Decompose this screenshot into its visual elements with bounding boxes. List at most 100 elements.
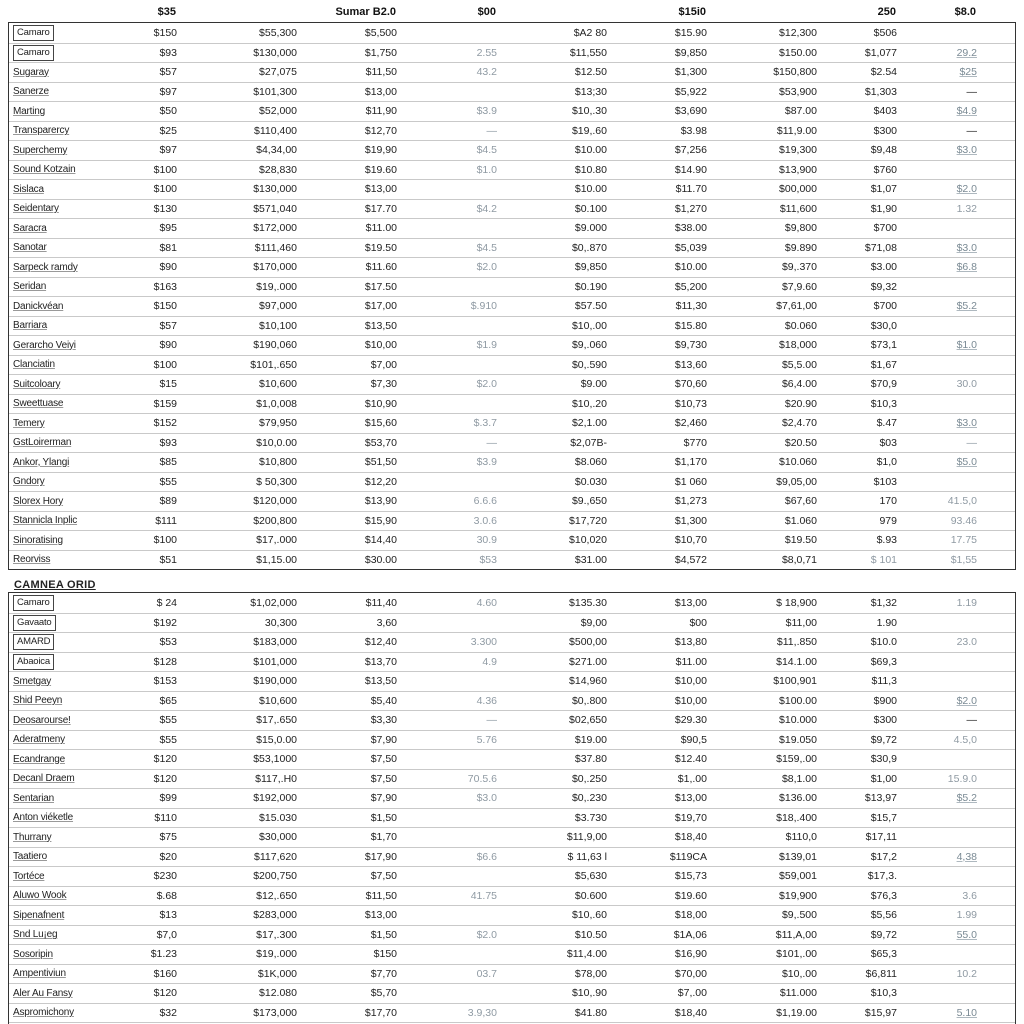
table-row: Sanotar$81$111,460$19.50$4.5$0,.870$5,03… bbox=[9, 238, 1015, 258]
row-value: $110,0 bbox=[713, 831, 823, 843]
boxed-label: Camaro bbox=[13, 45, 54, 61]
row-value: 1.32 bbox=[903, 203, 983, 215]
row-value: $99 bbox=[123, 792, 183, 804]
row-value: $120,000 bbox=[183, 495, 303, 507]
row-value: 4.36 bbox=[403, 695, 503, 707]
row-value: $97 bbox=[123, 86, 183, 98]
row-value: $13,00 bbox=[303, 86, 403, 98]
row-value: $76,3 bbox=[823, 890, 903, 902]
row-value: $9,730 bbox=[613, 339, 713, 351]
row-name: Tortéce bbox=[9, 871, 123, 882]
row-value: $19,900 bbox=[713, 890, 823, 902]
row-value: $103 bbox=[823, 476, 903, 488]
row-value: $3.98 bbox=[613, 125, 713, 137]
row-value: $14,960 bbox=[503, 675, 613, 687]
row-value: $17.70 bbox=[303, 203, 403, 215]
row-value: $101,300 bbox=[183, 86, 303, 98]
row-value: $ 11,63 l bbox=[503, 851, 613, 863]
row-value: 4.9 bbox=[403, 656, 503, 668]
row-value: 3.300 bbox=[403, 636, 503, 648]
row-value: $12.080 bbox=[183, 987, 303, 999]
row-value: $0,.590 bbox=[503, 359, 613, 371]
row-value: 30,300 bbox=[183, 617, 303, 629]
boxed-label: AMARD bbox=[13, 634, 54, 650]
row-value: 2.55 bbox=[403, 47, 503, 59]
row-value: $13,80 bbox=[613, 636, 713, 648]
row-name: Sweettuase bbox=[9, 398, 123, 409]
row-name: Gavaato bbox=[9, 615, 123, 631]
row-value: $15,97 bbox=[823, 1007, 903, 1019]
table-row: Ampentiviun$160$1K,000$7,7003.7$78,00$70… bbox=[9, 964, 1015, 984]
row-value: $15,90 bbox=[303, 515, 403, 527]
table-row: Camaro$93$130,000$1,7502.55$11,550$9,850… bbox=[9, 43, 1015, 63]
row-value: $11,50 bbox=[303, 890, 403, 902]
row-name: Ecandrange bbox=[9, 754, 123, 765]
boxed-label: Abaoica bbox=[13, 654, 54, 670]
row-value: — bbox=[903, 437, 983, 449]
row-value: $120 bbox=[123, 773, 183, 785]
row-value: $28,830 bbox=[183, 164, 303, 176]
row-value: $770 bbox=[613, 437, 713, 449]
row-value: $27,075 bbox=[183, 66, 303, 78]
row-value: 1.99 bbox=[903, 909, 983, 921]
row-value: $150 bbox=[123, 300, 183, 312]
table-row: Temery$152$79,950$15,60$.3.7$2,1.00$2,46… bbox=[9, 413, 1015, 433]
row-value: $9.,650 bbox=[503, 495, 613, 507]
row-value: $3.0 bbox=[903, 242, 983, 254]
row-value: $1,90 bbox=[823, 203, 903, 215]
table-row: Sound Kotzain$100$28,830$19.60$1.0$10.80… bbox=[9, 160, 1015, 180]
row-value: $0.030 bbox=[503, 476, 613, 488]
row-value: $ 50,300 bbox=[183, 476, 303, 488]
row-value: $11,A,00 bbox=[713, 929, 823, 941]
row-value: 41.5,0 bbox=[903, 495, 983, 507]
financial-table-page: $35 Sumar B2.0 $00 $15i0 250 $8.0 Camaro… bbox=[0, 0, 1024, 1024]
row-value: $20 bbox=[123, 851, 183, 863]
table-row: Deosarourse!$55$17,.650$3,30—$02,650$29.… bbox=[9, 710, 1015, 730]
row-value: $9,850 bbox=[613, 47, 713, 59]
row-value: $700 bbox=[823, 222, 903, 234]
row-value: $10,00 bbox=[303, 339, 403, 351]
row-value: $11,90 bbox=[303, 105, 403, 117]
row-value: $100 bbox=[123, 534, 183, 546]
table-row: Sislaca$100$130,000$13,00$10.00$11.70$00… bbox=[9, 179, 1015, 199]
row-value: $79,950 bbox=[183, 417, 303, 429]
row-value: $93 bbox=[123, 47, 183, 59]
row-value: $0.100 bbox=[503, 203, 613, 215]
row-name: Ankor, Ylangi bbox=[9, 457, 123, 468]
row-value: $11,40 bbox=[303, 597, 403, 609]
row-value: $17,00 bbox=[303, 300, 403, 312]
row-value: $1,077 bbox=[823, 47, 903, 59]
row-value: $71,08 bbox=[823, 242, 903, 254]
table-row: Barriara$57$10,100$13,50$10,.00$15.80$0.… bbox=[9, 316, 1015, 336]
row-name: Smetgay bbox=[9, 676, 123, 687]
row-value: $13,50 bbox=[303, 675, 403, 687]
row-value: $6.6 bbox=[403, 851, 503, 863]
row-value: $500,00 bbox=[503, 636, 613, 648]
row-value: $271.00 bbox=[503, 656, 613, 668]
row-value: $0.600 bbox=[503, 890, 613, 902]
row-value: $53,1000 bbox=[183, 753, 303, 765]
row-name: Clanciatin bbox=[9, 359, 123, 370]
table-row: Aspromichony$32$173,000$17,703.9,30$41.8… bbox=[9, 1003, 1015, 1023]
row-value: $85 bbox=[123, 456, 183, 468]
row-value: $59,001 bbox=[713, 870, 823, 882]
row-value: $7,61,00 bbox=[713, 300, 823, 312]
row-value: $3.0 bbox=[403, 792, 503, 804]
row-value: — bbox=[403, 125, 503, 137]
row-value: $57 bbox=[123, 66, 183, 78]
row-name: Gerarcho Veiyi bbox=[9, 340, 123, 351]
row-value: $10.80 bbox=[503, 164, 613, 176]
row-value: $3,30 bbox=[303, 714, 403, 726]
table-row: AMARD$53$183,000$12,403.300$500,00$13,80… bbox=[9, 632, 1015, 652]
table-row: Thurrany$75$30,000$1,70$11,9,00$18,40$11… bbox=[9, 827, 1015, 847]
row-value: $13,50 bbox=[303, 320, 403, 332]
table-row: GstLoirerman$93$10,0.00$53,70—$2,07B-$77… bbox=[9, 433, 1015, 453]
row-value: $13,00 bbox=[303, 183, 403, 195]
row-value: $2,460 bbox=[613, 417, 713, 429]
row-value: $19.60 bbox=[303, 164, 403, 176]
header-blank bbox=[8, 6, 122, 18]
row-value: $10,600 bbox=[183, 378, 303, 390]
row-value: $1.0 bbox=[903, 339, 983, 351]
row-value: $1,300 bbox=[613, 66, 713, 78]
row-value: $53 bbox=[123, 636, 183, 648]
